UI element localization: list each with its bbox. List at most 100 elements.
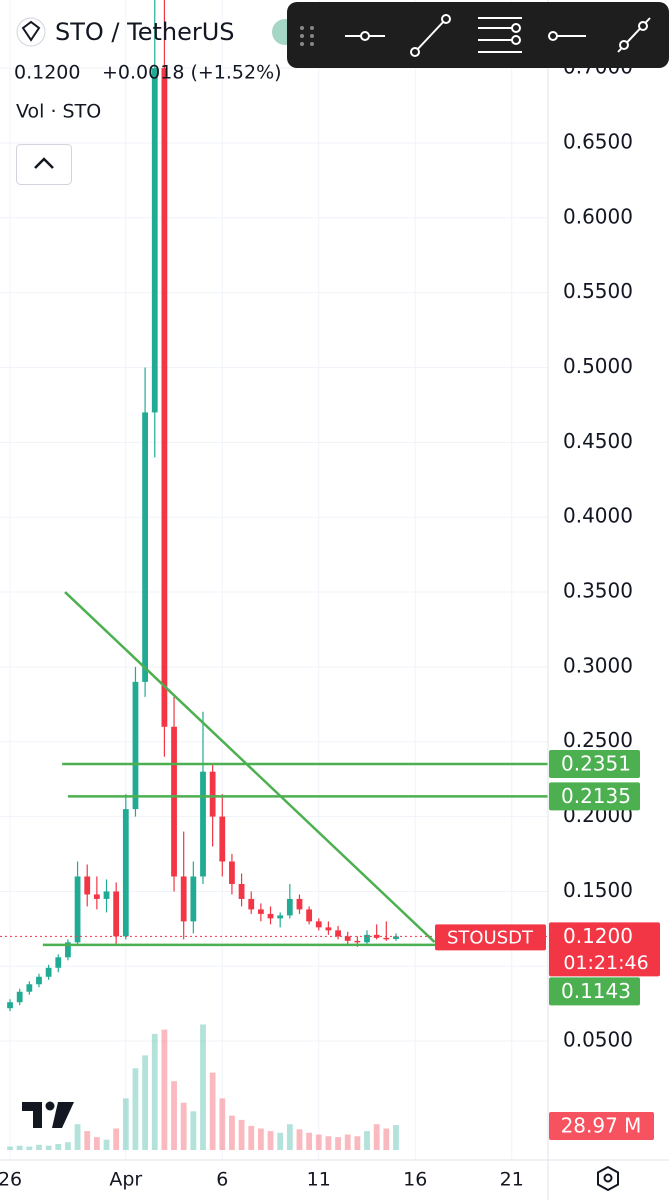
x-tick-label: 6 — [216, 1169, 228, 1191]
volume-bar — [45, 1145, 52, 1150]
candle-body — [229, 861, 235, 884]
price-label: 0.1200 — [563, 924, 633, 948]
volume-bar — [93, 1137, 100, 1150]
candle-body — [16, 991, 23, 1003]
candle-body — [103, 891, 110, 899]
volume-bar — [373, 1124, 380, 1150]
symbol-logo-mark — [21, 20, 41, 42]
volume-bar — [238, 1119, 245, 1150]
candle-body — [180, 876, 187, 922]
tool-horizontal-ray[interactable] — [345, 31, 385, 41]
volume-bar — [74, 1124, 81, 1150]
price-change: +0.0018 (+1.52%) — [102, 62, 282, 84]
grid — [0, 0, 548, 1160]
candle-body — [209, 771, 216, 817]
last-price: 0.1200 — [14, 62, 80, 84]
volume-bar — [344, 1134, 351, 1150]
candle-body — [200, 771, 206, 877]
volume-bar — [248, 1125, 255, 1150]
candle-body — [296, 898, 303, 910]
volume-bar — [161, 1029, 168, 1150]
candle-body — [344, 936, 351, 941]
volume-bar — [55, 1143, 62, 1150]
candle-body — [267, 913, 274, 919]
candle-body — [354, 940, 361, 943]
candle-body — [93, 894, 100, 899]
drawing-toolbar — [287, 2, 669, 68]
candle-body — [171, 726, 177, 877]
candle-body — [219, 816, 226, 862]
volume-bar — [277, 1132, 284, 1150]
volume-bar — [257, 1128, 264, 1150]
y-tick-label: 0.0500 — [563, 1028, 633, 1052]
volume-bar — [209, 1072, 216, 1150]
candle-body — [65, 942, 71, 958]
level-label-box — [549, 977, 640, 1006]
level-label: 0.1143 — [561, 979, 631, 1003]
y-tick-label: 0.3500 — [563, 579, 633, 603]
volume-bar — [315, 1134, 322, 1150]
volume-bar — [229, 1115, 235, 1150]
candle-body — [142, 412, 148, 682]
y-tick-label: 0.5000 — [563, 354, 633, 378]
volume-bar — [113, 1128, 120, 1150]
volume-bar — [393, 1125, 399, 1150]
y-tick-label: 0.6000 — [563, 204, 633, 228]
volume-bar — [171, 1081, 177, 1150]
volume-bar — [354, 1136, 361, 1150]
candle-body — [286, 898, 293, 916]
x-tick-label: 26 — [0, 1169, 22, 1191]
candle-body — [7, 1002, 13, 1009]
candle-body — [84, 876, 91, 895]
countdown-label: 01:21:46 — [563, 952, 648, 974]
symbol-title: STO / TetherUS — [55, 18, 235, 46]
volume-bar — [151, 1033, 158, 1150]
volume-bar — [325, 1136, 332, 1150]
volume-bar — [65, 1142, 71, 1150]
y-tick-label: 0.3000 — [563, 653, 633, 677]
tool-trend-line[interactable] — [410, 14, 451, 57]
volume-bar — [36, 1144, 42, 1150]
time-axis: 26 Apr 6 11 16 21 — [0, 1169, 524, 1191]
candle-body — [45, 967, 52, 977]
level-label: 0.2135 — [561, 784, 631, 808]
drawings — [0, 591, 548, 947]
x-tick-label: 11 — [307, 1169, 331, 1191]
x-tick-label: 21 — [500, 1169, 524, 1191]
volume-title: Vol · STO — [16, 101, 101, 123]
x-tick-label: 16 — [403, 1169, 427, 1191]
volume-bar — [132, 1068, 139, 1150]
level-label-box — [549, 782, 640, 811]
y-tick-label: 0.4500 — [563, 429, 633, 453]
collapse-icon — [34, 157, 54, 169]
settings-icon[interactable] — [597, 1165, 619, 1192]
candle-body — [383, 937, 390, 940]
tool-parallel-lines[interactable] — [478, 17, 522, 53]
collapse-button[interactable] — [16, 144, 72, 185]
candle-body — [257, 909, 264, 914]
volume-bar — [180, 1102, 187, 1150]
volume-bar — [364, 1131, 370, 1150]
candle-layer — [7, 0, 399, 1012]
tool-ray[interactable] — [548, 31, 586, 41]
volume-bar — [7, 1146, 13, 1150]
y-tick-label: 0.2500 — [563, 728, 633, 752]
candle-body — [190, 876, 197, 922]
candle-body — [113, 891, 120, 937]
candle-body — [122, 809, 129, 937]
tool-extended-line[interactable] — [617, 17, 651, 53]
volume-bar — [122, 1098, 129, 1150]
toolbar-grip[interactable] — [300, 26, 314, 46]
volume-bar — [286, 1124, 293, 1150]
volume-bar — [16, 1145, 23, 1150]
symbol-label: STOUSDT — [447, 927, 534, 948]
volume-bar — [190, 1111, 197, 1150]
candle-body — [132, 681, 139, 810]
price-label-box — [549, 922, 660, 977]
volume-bar — [219, 1098, 226, 1150]
volume-bar — [383, 1128, 390, 1150]
candle-body — [36, 976, 42, 985]
x-tick-label: Apr — [109, 1169, 142, 1191]
volume-bar — [26, 1146, 33, 1150]
y-tick-label: 0.5500 — [563, 279, 633, 303]
